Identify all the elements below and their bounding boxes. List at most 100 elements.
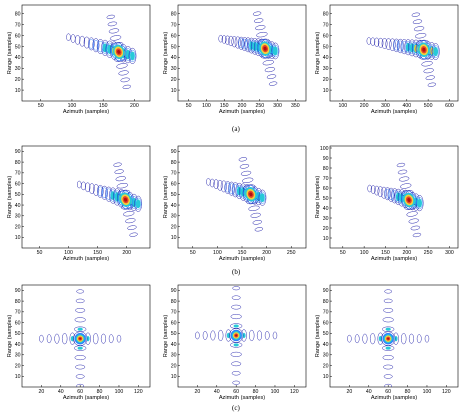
contour-group xyxy=(218,11,280,86)
contour-ellipse xyxy=(424,334,430,343)
contour-ellipse xyxy=(239,164,250,169)
contour-ellipse xyxy=(93,333,99,345)
contour-ellipse xyxy=(416,197,423,210)
contour-ellipse xyxy=(383,364,394,370)
y-tick-label: 30 xyxy=(323,66,329,72)
contour-ellipse xyxy=(389,38,396,52)
x-tick-label: 100 xyxy=(423,389,432,395)
contour-ellipse xyxy=(228,183,235,194)
contour-group xyxy=(367,162,424,238)
y-tick-label: 30 xyxy=(171,353,177,359)
contour-ellipse xyxy=(425,75,435,81)
y-axis-label: Range (samples) xyxy=(315,32,321,75)
contour-ellipse xyxy=(374,185,380,196)
contour-ellipse xyxy=(370,37,376,46)
contour-ellipse xyxy=(388,189,394,201)
y-tick-label: 50 xyxy=(171,192,177,198)
x-axis-label: Azimuth (samples) xyxy=(63,395,109,401)
contour-ellipse xyxy=(75,364,86,370)
contour-ellipse xyxy=(130,51,135,61)
x-tick-label: 100 xyxy=(64,250,73,256)
y-tick-label: 20 xyxy=(171,77,177,83)
x-tick-label: 50 xyxy=(186,103,192,109)
y-tick-label: 10 xyxy=(15,235,21,241)
contour-ellipse xyxy=(113,162,122,167)
y-tick-label: 30 xyxy=(15,214,21,220)
x-axis-label: Azimuth (samples) xyxy=(63,256,109,262)
x-axis-label: Azimuth (samples) xyxy=(63,109,109,115)
contour-ellipse xyxy=(202,331,208,340)
y-tick-label: 60 xyxy=(15,181,21,187)
contour-ellipse xyxy=(228,328,244,343)
contour-ellipse xyxy=(238,38,244,49)
caption-a: (a) xyxy=(232,125,240,133)
contour-ellipse xyxy=(256,31,268,38)
contour-ellipse xyxy=(79,35,86,47)
contour-ellipse xyxy=(123,211,135,217)
contour-ellipse xyxy=(432,45,439,58)
contour-ellipse xyxy=(230,314,242,320)
contour-ellipse xyxy=(61,333,68,345)
x-tick-label: 350 xyxy=(291,103,300,109)
contour-ellipse xyxy=(401,190,417,210)
contour-group xyxy=(77,162,143,237)
x-tick-label: 300 xyxy=(445,250,454,256)
x-tick-label: 200 xyxy=(360,103,369,109)
contour-ellipse xyxy=(224,35,231,45)
y-tick-label: 90 xyxy=(15,149,21,155)
contour-ellipse xyxy=(423,68,434,74)
contour-ellipse xyxy=(85,182,91,193)
y-axis-label: Range (samples) xyxy=(315,176,321,219)
y-tick-label: 10 xyxy=(171,374,177,380)
contour-ellipse xyxy=(393,38,400,53)
contour-ellipse xyxy=(123,197,128,202)
contour-ellipse xyxy=(248,205,260,211)
contour-ellipse xyxy=(39,334,44,343)
contour-ellipse xyxy=(100,333,106,344)
y-tick-label: 90 xyxy=(323,288,329,294)
y-tick-label: 90 xyxy=(171,149,177,155)
contour-ellipse xyxy=(66,33,71,41)
x-tick-label: 600 xyxy=(445,103,454,109)
contour-ellipse xyxy=(231,371,241,376)
y-tick-label: 10 xyxy=(323,374,329,380)
y-tick-label: 60 xyxy=(15,320,21,326)
y-tick-label: 40 xyxy=(15,55,21,61)
x-tick-label: 200 xyxy=(238,103,247,109)
contour-ellipse xyxy=(370,185,376,194)
contour-ellipse xyxy=(407,198,411,202)
y-tick-label: 70 xyxy=(323,176,329,182)
contour-ellipse xyxy=(433,46,439,57)
contour-ellipse xyxy=(111,42,127,61)
contour-ellipse xyxy=(224,181,231,194)
contour-ellipse xyxy=(75,308,86,313)
y-tick-label: 10 xyxy=(171,88,177,94)
contour-ellipse xyxy=(116,183,129,189)
contour-ellipse xyxy=(76,383,84,387)
contour-ellipse xyxy=(249,192,253,197)
contour-ellipse xyxy=(116,334,122,343)
contour-ellipse xyxy=(220,180,227,193)
contour-ellipse xyxy=(81,181,86,191)
y-tick-label: 20 xyxy=(171,363,177,369)
y-tick-label: 50 xyxy=(323,331,329,337)
contour-ellipse xyxy=(116,63,128,69)
contour-ellipse xyxy=(101,185,108,200)
contour-ellipse xyxy=(383,374,393,379)
contour-ellipse xyxy=(263,46,267,51)
y-tick-label: 50 xyxy=(171,44,177,50)
x-tick-label: 150 xyxy=(220,103,229,109)
y-tick-label: 70 xyxy=(171,22,177,28)
contour-ellipse xyxy=(380,186,387,199)
x-tick-label: 50 xyxy=(190,250,196,256)
contour-ellipse xyxy=(213,179,219,189)
contour-ellipse xyxy=(417,198,422,208)
y-tick-label: 60 xyxy=(171,33,177,39)
contour-ellipse xyxy=(230,351,242,357)
contour-ellipse xyxy=(118,70,129,76)
y-tick-label: 30 xyxy=(171,66,177,72)
contour-ellipse xyxy=(396,38,404,54)
x-tick-label: 200 xyxy=(402,250,411,256)
